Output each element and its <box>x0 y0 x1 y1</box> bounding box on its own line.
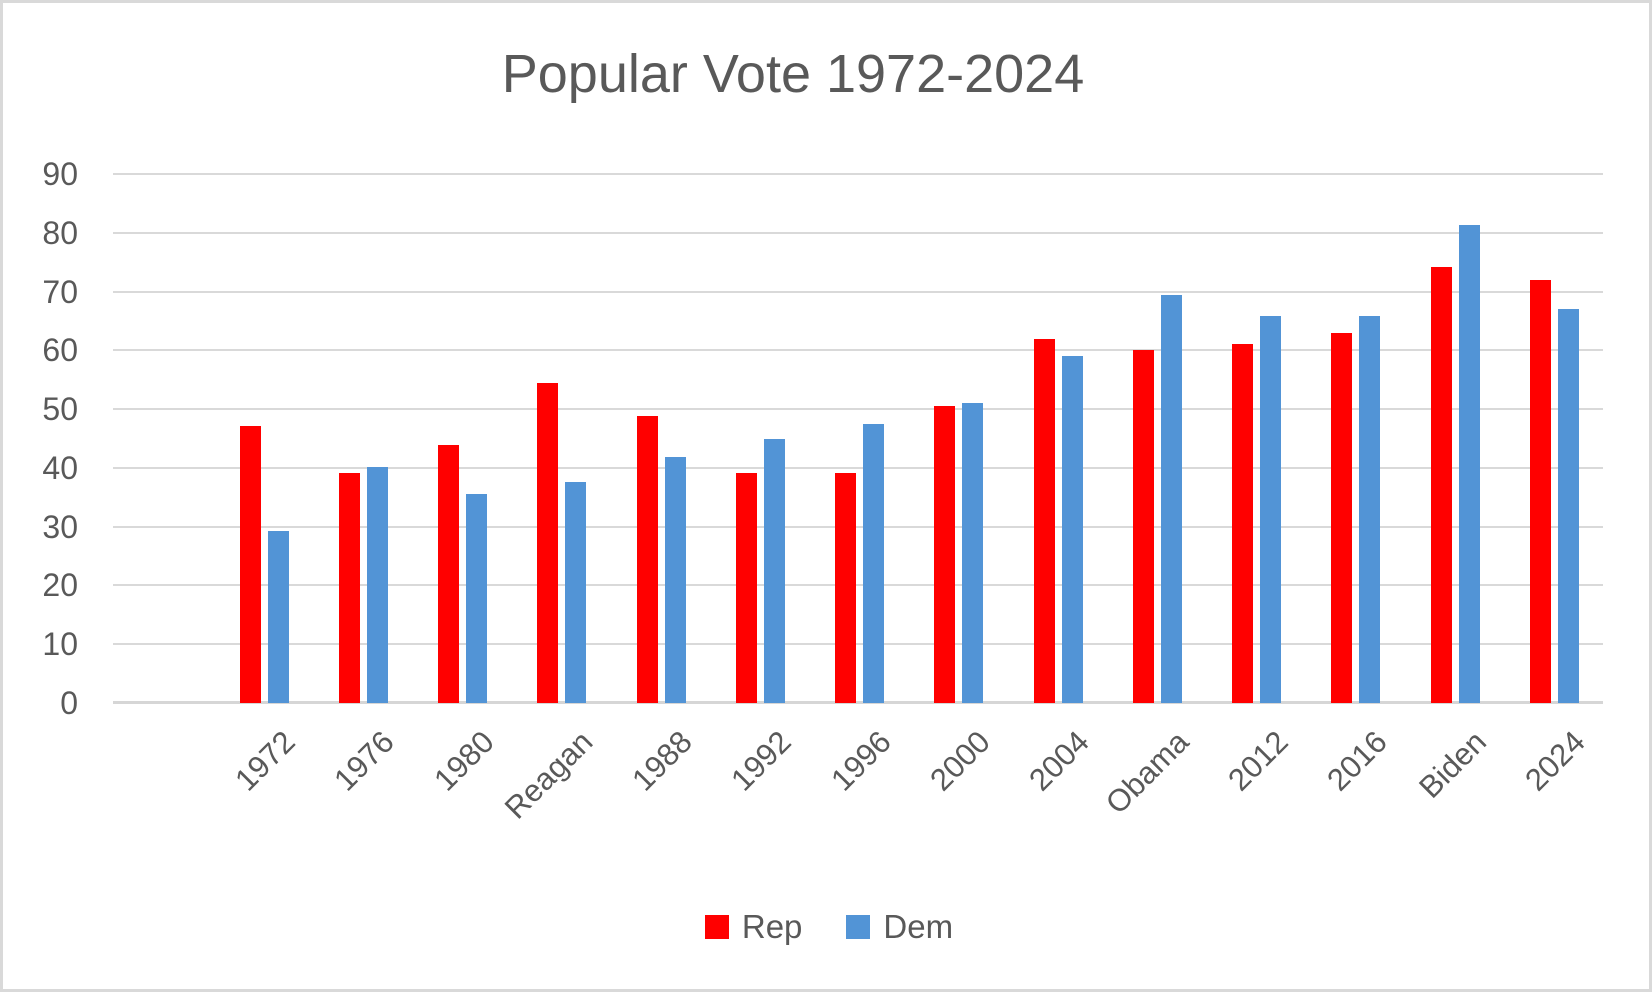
legend: Rep Dem <box>3 907 1649 947</box>
bar-dem-obama <box>1160 294 1182 703</box>
bar-dem-2016 <box>1359 316 1381 703</box>
legend-label-rep: Rep <box>741 908 803 945</box>
bar-dem-2004 <box>1061 356 1083 703</box>
bar-dem-1988 <box>664 457 686 703</box>
x-axis-label-biden: Biden <box>1411 724 1493 805</box>
y-tick-label-60: 60 <box>42 332 78 369</box>
y-tick-label-20: 20 <box>42 567 78 604</box>
bar-dem-1992 <box>763 439 785 703</box>
legend-item-dem: Dem <box>846 907 953 947</box>
bar-rep-2024 <box>1529 280 1551 703</box>
bar-rep-reagan <box>537 382 559 703</box>
bar-dem-1976 <box>366 467 388 703</box>
bar-dem-1996 <box>863 424 884 703</box>
gridline-50 <box>113 408 1603 411</box>
bar-rep-1980 <box>438 444 459 703</box>
x-axis-label-2024: 2024 <box>1518 724 1592 798</box>
bar-rep-1992 <box>735 473 757 703</box>
y-tick-label-80: 80 <box>42 214 78 251</box>
gridline-70 <box>113 290 1603 293</box>
y-tick-label-90: 90 <box>42 156 78 192</box>
x-axis-label-2004: 2004 <box>1022 724 1096 798</box>
y-tick-label-10: 10 <box>42 626 78 663</box>
x-axis-label-2000: 2000 <box>922 724 997 798</box>
bar-rep-2012 <box>1232 344 1253 703</box>
bar-rep-2000 <box>934 406 956 703</box>
legend-swatch-dem <box>846 915 871 939</box>
x-axis-label-1992: 1992 <box>724 724 798 798</box>
gridline-0 <box>113 701 1603 704</box>
bar-rep-1976 <box>338 473 360 703</box>
plot-area <box>113 173 1603 704</box>
bar-dem-biden <box>1458 225 1480 703</box>
bar-dem-1972 <box>267 531 289 703</box>
x-axis-label-2012: 2012 <box>1220 724 1295 798</box>
legend-swatch-rep <box>704 915 729 939</box>
y-tick-label-50: 50 <box>42 391 78 428</box>
bar-rep-2004 <box>1033 338 1055 703</box>
gridline-20 <box>113 584 1603 587</box>
bar-rep-1988 <box>636 415 658 703</box>
legend-item-rep: Rep <box>704 907 803 947</box>
bar-dem-1980 <box>466 494 487 703</box>
y-tick-label-40: 40 <box>42 449 78 486</box>
x-axis-label-obama: Obama <box>1098 724 1195 821</box>
bar-rep-2016 <box>1331 332 1353 703</box>
bar-rep-1972 <box>239 425 261 703</box>
y-tick-label-30: 30 <box>42 508 78 545</box>
bar-rep-1996 <box>835 472 856 703</box>
x-axis-label-reagan: Reagan <box>497 724 600 826</box>
x-axis-label-2016: 2016 <box>1319 724 1394 798</box>
gridline-30 <box>113 525 1603 528</box>
bar-rep-biden <box>1430 266 1452 703</box>
x-axis-label-1972: 1972 <box>228 724 302 798</box>
bar-dem-2000 <box>962 403 984 703</box>
bar-rep-obama <box>1132 350 1154 703</box>
y-tick-label-70: 70 <box>42 273 78 310</box>
x-axis-label-1976: 1976 <box>327 724 401 798</box>
chart-title: Popular Vote 1972-2024 <box>501 44 1085 104</box>
gridline-10 <box>113 643 1603 646</box>
bar-dem-2012 <box>1260 315 1281 703</box>
gridline-40 <box>113 466 1603 469</box>
x-axis-label-1996: 1996 <box>823 724 898 798</box>
x-axis-label-1980: 1980 <box>426 724 501 798</box>
bar-dem-2024 <box>1557 308 1579 703</box>
gridline-80 <box>113 231 1603 234</box>
legend-label-dem: Dem <box>883 908 954 945</box>
gridline-90 <box>113 173 1603 175</box>
y-tick-label-0: 0 <box>60 685 78 721</box>
x-axis-label-1988: 1988 <box>625 724 699 798</box>
bar-dem-reagan <box>565 482 587 703</box>
gridline-60 <box>113 349 1603 352</box>
